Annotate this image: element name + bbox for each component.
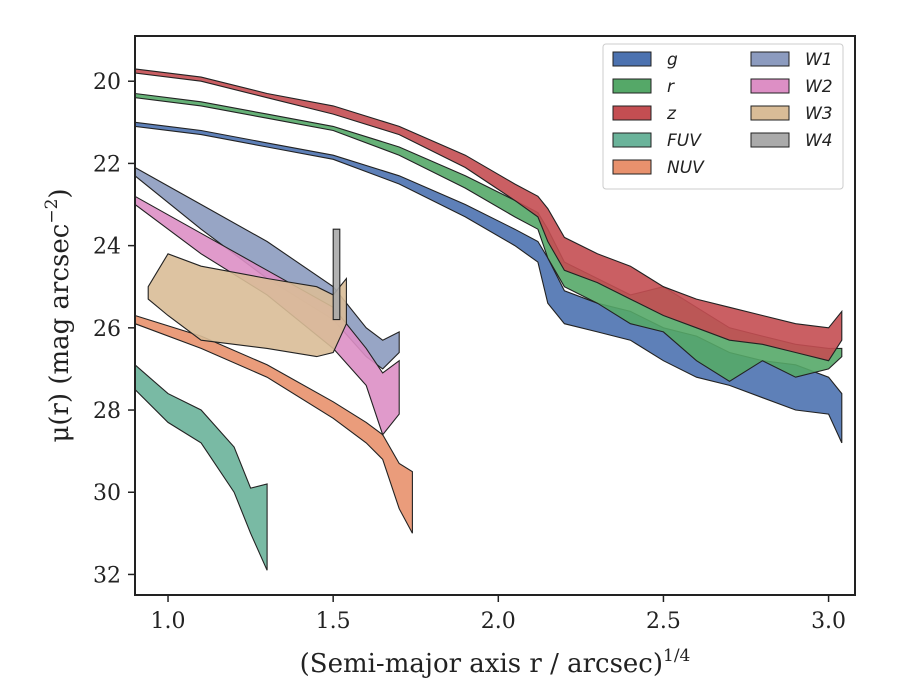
legend-label: W3	[805, 104, 833, 124]
y-axis-label-close: )	[45, 188, 75, 198]
legend-swatch	[750, 78, 790, 94]
x-axis-ticks: 1.0 1.5 2.0 2.5 3.0	[151, 595, 846, 634]
band-W3	[147, 253, 347, 358]
y-tick-label: 20	[93, 70, 121, 95]
x-tick-label: 1.5	[316, 609, 351, 634]
band-g	[134, 121, 843, 444]
legend-swatch	[750, 105, 790, 121]
legend-swatch	[750, 51, 790, 67]
plot-frame	[134, 35, 856, 596]
y-axis-ticks: 20 22 24 26 28 30 32	[93, 70, 135, 588]
band-NUV	[134, 314, 413, 534]
y-axis-label: μ(r) (mag arcsec−2)	[42, 188, 75, 442]
x-tick-label: 2.5	[646, 609, 681, 634]
series-bands	[134, 68, 843, 571]
y-tick-label: 30	[93, 481, 121, 506]
y-tick-label: 22	[93, 152, 121, 177]
x-tick-label: 1.0	[151, 609, 186, 634]
legend-label: FUV	[667, 131, 702, 151]
legend-swatch	[750, 132, 790, 148]
x-axis-label-main: (Semi-major axis r / arcsec)	[300, 649, 663, 679]
x-tick-label: 2.0	[481, 609, 516, 634]
legend: grz FUV NUV W1 W2 W3 W4	[602, 43, 844, 190]
band-z	[134, 68, 843, 362]
legend-label: W1	[805, 50, 833, 70]
x-tick-label: 3.0	[811, 609, 846, 634]
legend-label: W2	[805, 77, 833, 97]
y-axis-label-superscript: −2	[42, 199, 62, 224]
legend-label: r	[667, 77, 675, 97]
legend-swatch	[612, 78, 652, 94]
legend-label: g	[667, 50, 678, 70]
y-tick-label: 24	[93, 235, 121, 260]
band-FUV	[134, 363, 268, 571]
band-W4	[332, 228, 341, 321]
legend-label: W4	[805, 131, 833, 151]
legend-swatch	[612, 159, 652, 175]
legend-label: z	[666, 104, 677, 124]
y-tick-label: 28	[93, 399, 121, 424]
x-axis-label-superscript: 1/4	[663, 646, 690, 666]
legend-swatch	[612, 132, 652, 148]
legend-swatch	[612, 105, 652, 121]
y-tick-label: 26	[93, 317, 121, 342]
legend-swatch	[612, 51, 652, 67]
y-tick-label: 32	[93, 563, 121, 588]
y-axis-label-main: μ(r) (mag arcsec	[45, 224, 75, 443]
x-axis-label: (Semi-major axis r / arcsec)1/4	[300, 646, 691, 679]
legend-label: NUV	[667, 158, 705, 178]
